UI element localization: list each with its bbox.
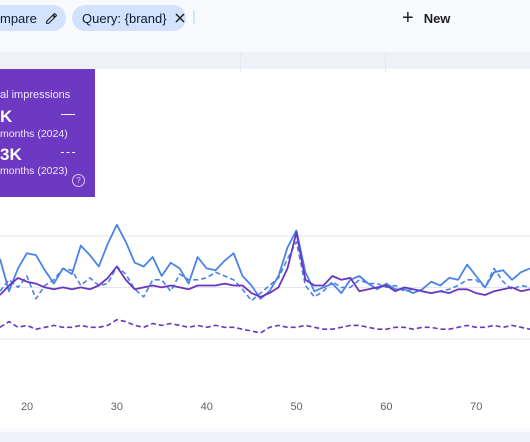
current-period-label: months (2024)	[0, 128, 68, 140]
help-icon[interactable]: ?	[72, 174, 85, 187]
previous-period-label: months (2023)	[0, 165, 68, 177]
query-filter-chip[interactable]: Query: {brand}	[72, 5, 186, 31]
bottom-strip	[0, 432, 530, 442]
close-icon[interactable]	[175, 13, 185, 23]
x-tick-label: 20	[20, 401, 34, 413]
metric-label: al impressions	[0, 89, 71, 101]
plus-icon: +	[402, 7, 414, 29]
header-divider	[385, 52, 386, 72]
previous-value: 3K	[0, 145, 22, 164]
total-impressions-tile[interactable]: al impressions K months (2024) 3K months…	[0, 69, 95, 197]
new-filter-button[interactable]: + New	[402, 8, 450, 28]
x-tick-label: 70	[470, 401, 483, 413]
x-tick-label: 30	[110, 401, 124, 413]
toolbar-divider	[193, 10, 195, 24]
current-value: K	[0, 107, 13, 126]
dashed-line-legend-icon	[61, 152, 75, 153]
new-button-label: New	[423, 10, 451, 26]
edit-pencil-icon[interactable]	[45, 12, 58, 25]
x-tick-label: 40	[200, 401, 213, 413]
card-header-strip	[0, 52, 530, 69]
compare-chip-label: mpare	[0, 10, 37, 26]
solid-line-legend-icon	[61, 114, 75, 115]
compare-chip[interactable]: mpare	[0, 5, 66, 31]
filter-toolbar: mpare Query: {brand} + New	[0, 0, 530, 36]
x-tick-label: 50	[290, 401, 303, 413]
header-divider	[240, 52, 241, 72]
x-tick-label: 60	[380, 401, 393, 413]
query-chip-label: Query: {brand}	[82, 10, 167, 26]
